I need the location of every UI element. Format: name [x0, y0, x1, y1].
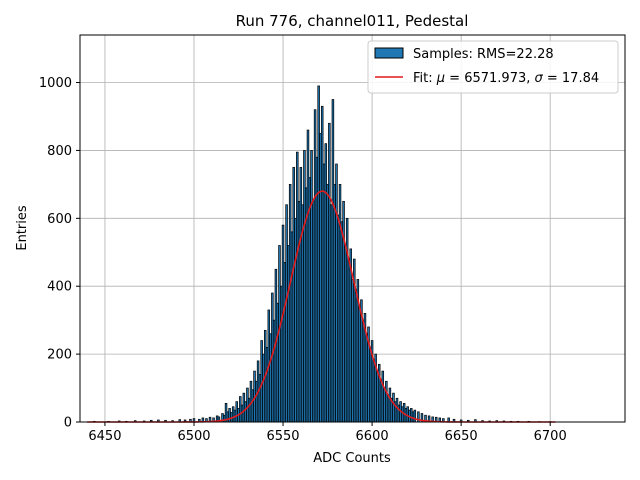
x-tick-label: 6450	[88, 429, 121, 444]
legend-fit-suffix: = 17.84	[543, 71, 599, 86]
legend: Samples: RMS=22.28 Fit: μ = 6571.973, σ …	[367, 40, 619, 94]
x-axis: 6450 6500 6550 6600 6650 6700	[88, 422, 567, 444]
legend-fit-label: Fit: μ = 6571.973, σ = 17.84	[413, 71, 599, 86]
legend-fit-sigma: σ	[535, 71, 544, 86]
y-tick-label: 1000	[39, 76, 72, 91]
x-tick-label: 6700	[534, 429, 567, 444]
y-tick-label: 400	[47, 280, 72, 295]
y-tick-label: 0	[64, 416, 72, 431]
chart-title: Run 776, channel011, Pedestal	[236, 12, 469, 30]
legend-fit-mu: μ	[436, 71, 445, 86]
y-axis-label: Entries	[15, 205, 30, 251]
y-tick-label: 200	[47, 348, 72, 363]
y-axis: 0 200 400 600 800 1000	[39, 76, 80, 431]
x-tick-label: 6550	[266, 429, 299, 444]
x-tick-label: 6600	[356, 429, 389, 444]
y-tick-label: 800	[47, 144, 72, 159]
legend-samples-label: Samples: RMS=22.28	[413, 47, 554, 62]
legend-box	[367, 40, 619, 94]
legend-bar-swatch	[374, 47, 404, 59]
plot-frame	[79, 34, 626, 423]
x-axis-label: ADC Counts	[313, 451, 391, 466]
histogram-bar	[413, 409, 417, 423]
legend-fit-mid: = 6571.973,	[445, 71, 534, 86]
legend-fit-prefix: Fit:	[413, 71, 437, 86]
y-tick-label: 600	[47, 212, 72, 227]
x-tick-label: 6500	[177, 429, 210, 444]
x-tick-label: 6650	[445, 429, 478, 444]
